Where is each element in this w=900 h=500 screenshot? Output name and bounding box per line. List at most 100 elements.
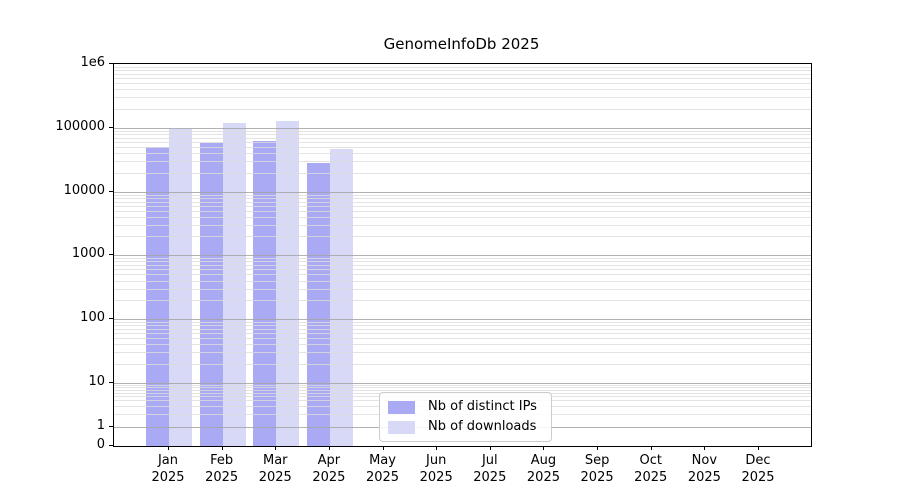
gridline-minor	[114, 97, 811, 99]
gridline-minor	[114, 161, 811, 163]
x-tick-label: Jul 2025	[473, 453, 507, 485]
gridline-minor	[114, 261, 811, 263]
bar-distinct-ips	[306, 163, 330, 446]
gridline-minor	[114, 108, 811, 110]
gridline-minor	[114, 66, 811, 68]
x-tick-mark	[489, 446, 491, 450]
gridline-minor	[114, 147, 811, 149]
gridline-minor	[114, 210, 811, 212]
y-tick-mark	[109, 445, 113, 446]
y-tick-mark	[109, 63, 113, 64]
y-tick-label: 1	[96, 418, 105, 433]
y-tick-label: 1e6	[80, 55, 105, 70]
legend-row: Nb of downloads	[388, 419, 537, 435]
legend-swatch	[388, 420, 415, 434]
gridline-minor	[114, 130, 811, 132]
y-tick-mark	[109, 190, 113, 192]
x-tick-mark	[597, 446, 599, 450]
gridline-minor	[114, 338, 811, 340]
y-tick-label: 100000	[55, 119, 105, 134]
gridline-minor	[114, 321, 811, 323]
y-tick-label: 10	[88, 373, 105, 389]
gridline-minor	[114, 142, 811, 144]
gridline-minor	[114, 224, 811, 226]
gridline-minor	[114, 89, 811, 91]
gridline-minor	[114, 70, 811, 72]
gridline-minor	[114, 194, 811, 196]
x-tick-label: Apr 2025	[312, 453, 346, 485]
y-tick-mark	[109, 318, 113, 319]
x-tick-label: Oct 2025	[634, 453, 668, 485]
legend: Nb of distinct IPs Nb of downloads	[379, 392, 552, 442]
bar-downloads	[169, 128, 192, 446]
gridline-minor	[114, 299, 811, 301]
legend-label: Nb of downloads	[428, 419, 537, 434]
x-tick-label: Jan 2025	[151, 453, 185, 485]
x-tick-label: Aug 2025	[526, 453, 560, 485]
y-tick-mark	[109, 426, 113, 427]
gridline-major	[114, 255, 811, 257]
bar-downloads	[329, 148, 353, 446]
gridline-minor	[114, 288, 811, 290]
x-tick-label: Nov 2025	[687, 453, 721, 485]
y-tick-mark	[109, 127, 113, 128]
gridline-minor	[114, 134, 811, 136]
y-tick-label: 100	[80, 310, 105, 325]
gridline-major	[114, 128, 811, 129]
gridline-minor	[114, 258, 811, 260]
x-tick-mark	[436, 446, 438, 450]
gridline-minor	[114, 73, 811, 75]
bar-downloads	[222, 123, 246, 446]
gridline-minor	[114, 153, 811, 155]
gridline-minor	[114, 201, 811, 203]
x-tick-label: Dec 2025	[741, 453, 775, 485]
gridline-minor	[114, 384, 811, 386]
x-tick-mark	[328, 446, 330, 450]
gridline-minor	[114, 269, 811, 271]
gridline-minor	[114, 137, 811, 139]
gridline-minor	[114, 333, 811, 335]
x-tick-mark	[382, 446, 384, 450]
gridline-minor	[114, 280, 811, 282]
x-tick-mark	[758, 446, 759, 450]
x-tick-label: Feb 2025	[205, 453, 239, 485]
x-tick-mark	[221, 446, 223, 450]
gridline-minor	[114, 236, 811, 238]
x-tick-mark	[543, 446, 545, 450]
legend-row: Nb of distinct IPs	[388, 399, 537, 415]
y-tick-label: 1000	[71, 246, 105, 262]
x-tick-label: Sep 2025	[580, 453, 614, 485]
gridline-minor	[114, 328, 811, 330]
gridline-minor	[114, 83, 811, 85]
y-tick-mark	[109, 381, 113, 383]
chart-title: GenomeInfoDb 2025	[383, 35, 540, 53]
x-tick-label: Mar 2025	[258, 453, 292, 485]
gridline-minor	[114, 363, 811, 365]
gridline-minor	[114, 274, 811, 276]
x-tick-label: Jun 2025	[419, 453, 453, 485]
gridline-minor	[114, 78, 811, 80]
legend-swatch	[388, 400, 415, 414]
gridline-minor	[114, 172, 811, 174]
gridline-minor	[114, 386, 811, 388]
gridline-minor	[114, 205, 811, 207]
gridline-minor	[114, 217, 811, 218]
x-tick-label: May 2025	[365, 453, 400, 485]
gridline-minor	[114, 265, 811, 267]
bar-distinct-ips	[199, 142, 223, 446]
x-tick-mark	[275, 446, 277, 450]
x-tick-mark	[650, 446, 652, 450]
y-tick-mark	[109, 254, 113, 256]
gridline-minor	[114, 325, 811, 327]
x-tick-mark	[168, 446, 169, 450]
plot-area	[113, 63, 812, 447]
gridline-minor	[114, 352, 811, 354]
legend-label: Nb of distinct IPs	[428, 399, 537, 414]
bar-downloads	[276, 120, 300, 446]
y-tick-label: 0	[96, 437, 105, 452]
gridline-major	[114, 382, 811, 384]
x-tick-mark	[704, 446, 706, 450]
y-tick-label: 10000	[63, 182, 105, 198]
gridline-minor	[114, 389, 811, 391]
